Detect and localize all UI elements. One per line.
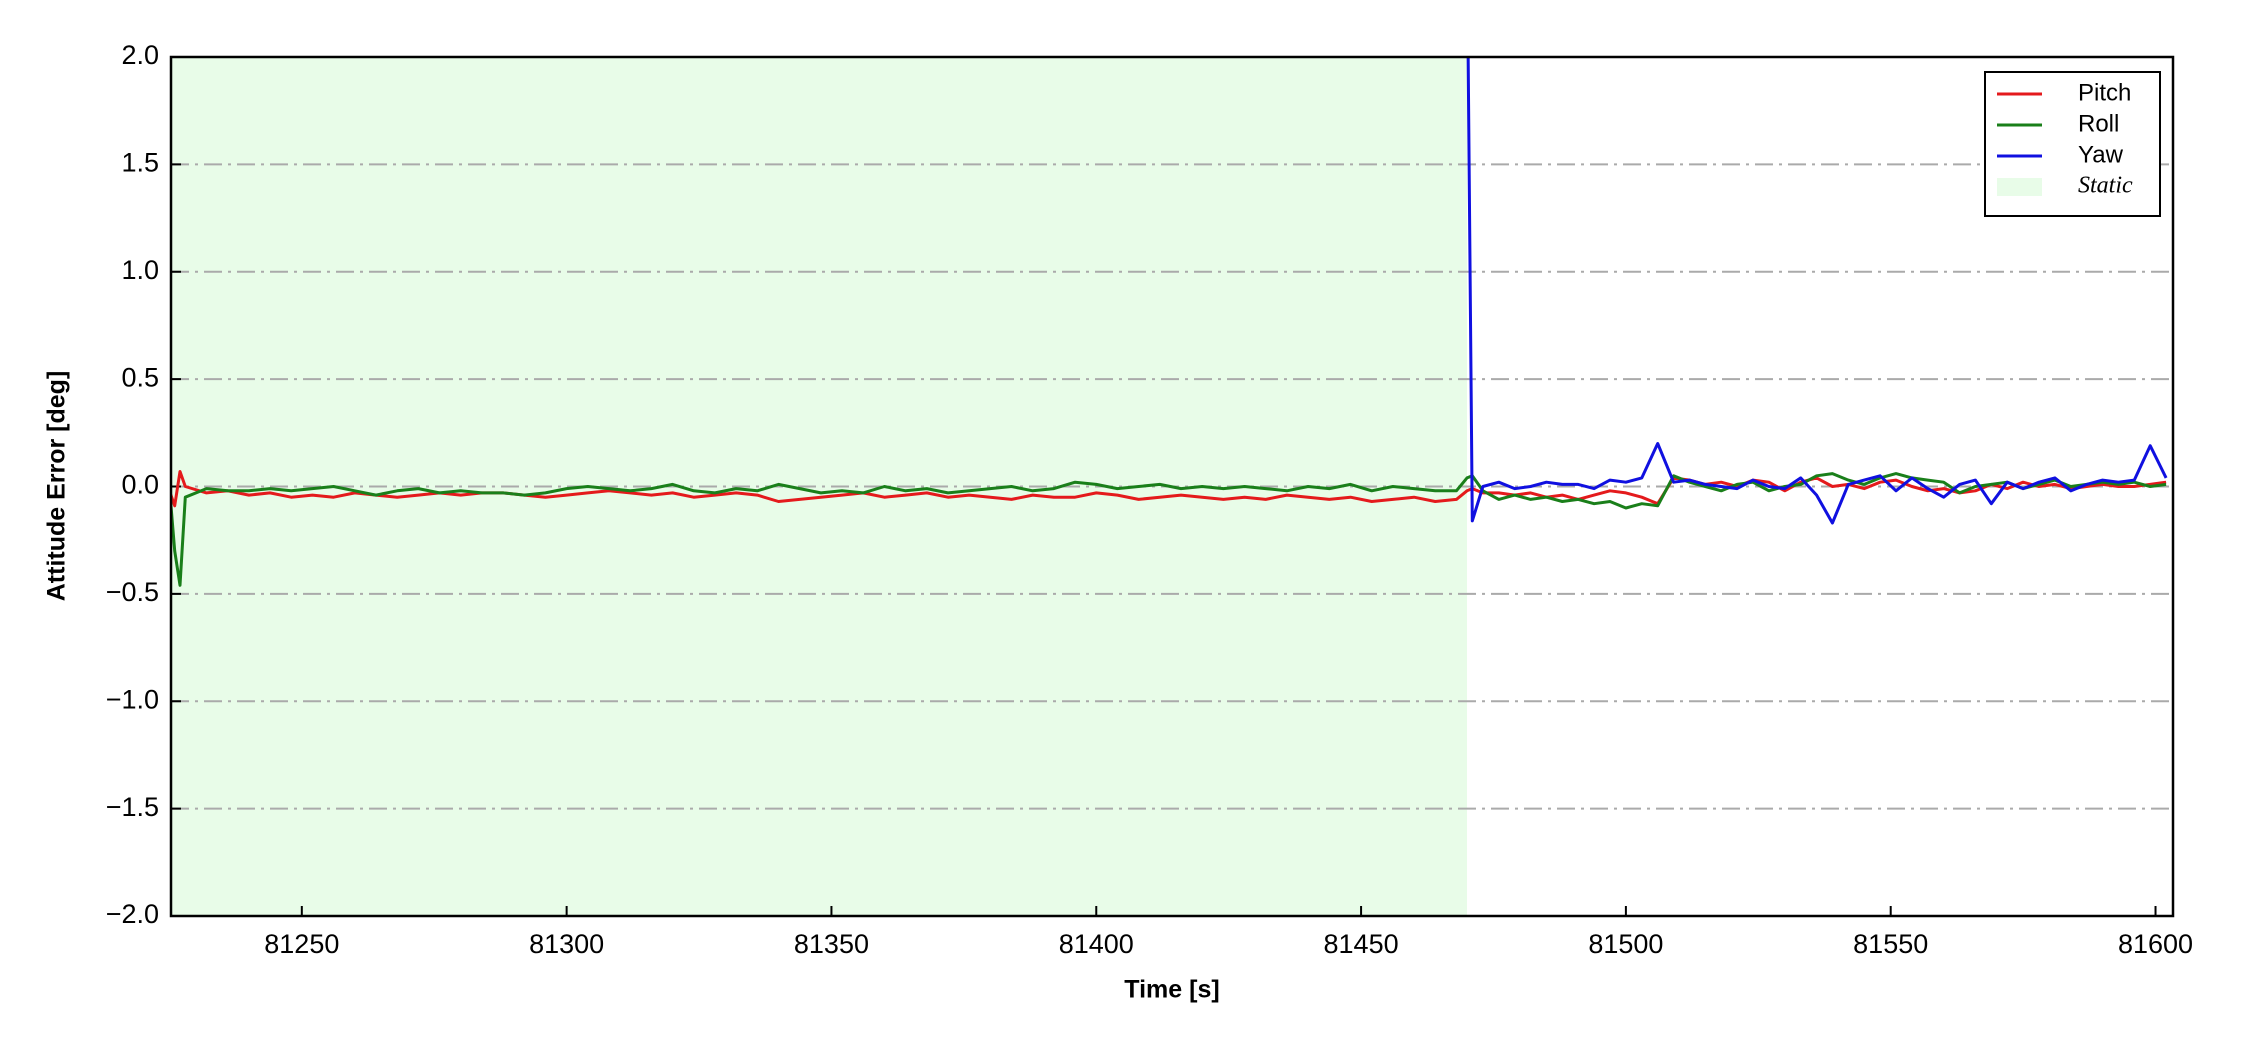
- x-axis-label: Time [s]: [1124, 976, 1219, 1004]
- x-tick-label: 81600: [2118, 929, 2193, 959]
- x-tick-label: 81400: [1059, 929, 1134, 959]
- legend-label: Roll: [2078, 110, 2119, 137]
- x-tick-label: 81300: [529, 929, 604, 959]
- plot-frame: [169, 55, 2175, 918]
- series-line: [1466, 57, 2168, 525]
- legend-swatch: [1997, 178, 2042, 196]
- y-tick-label: 1.5: [121, 148, 159, 178]
- legend-label: Static: [2078, 173, 2133, 199]
- series-line: [171, 472, 2167, 587]
- x-tick-label: 81550: [1853, 929, 1928, 959]
- x-tick-label: 81450: [1324, 929, 1399, 959]
- plot-lines: [171, 57, 2168, 587]
- y-tick-label: −1.0: [106, 684, 159, 714]
- y-tick-label: 2.0: [121, 40, 159, 70]
- x-tick-label: 81250: [264, 929, 339, 959]
- y-tick-label: −2.0: [106, 899, 159, 929]
- y-tick-label: 0.0: [121, 470, 159, 500]
- y-axis-label: Attitude Error [deg]: [43, 371, 71, 602]
- y-tick-label: −0.5: [106, 577, 159, 607]
- x-tick-label: 81500: [1588, 929, 1663, 959]
- y-tick-label: −1.5: [106, 792, 159, 822]
- x-tick-label: 81350: [794, 929, 869, 959]
- y-tick-label: 0.5: [121, 362, 159, 392]
- y-tick-label: 1.0: [121, 255, 159, 285]
- legend-label: Yaw: [2078, 141, 2124, 168]
- legend-label: Pitch: [2078, 79, 2131, 106]
